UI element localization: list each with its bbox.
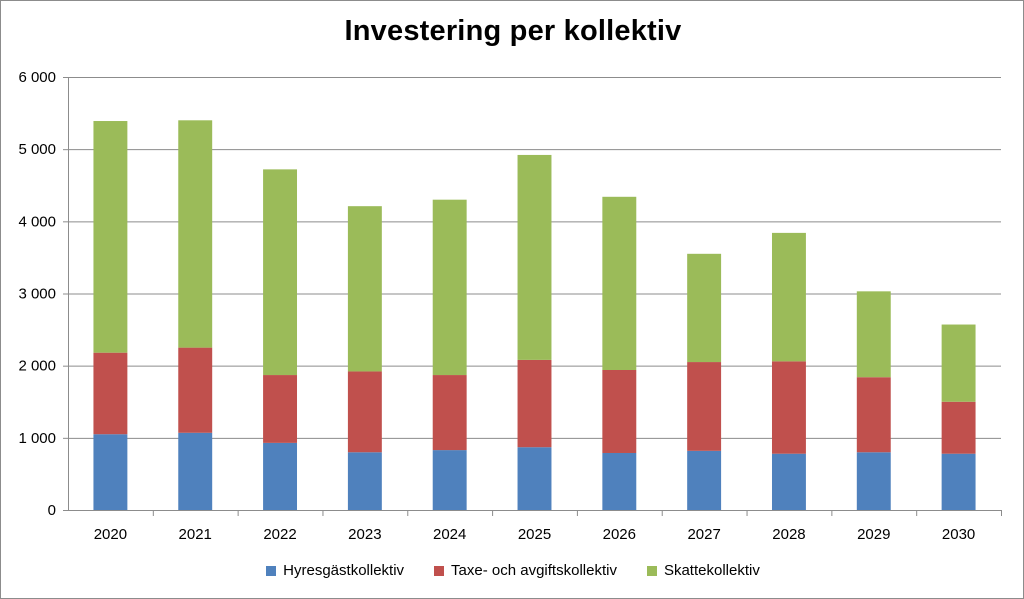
bar-hyresgast-2024 [433, 450, 467, 510]
bar-taxe-avgift-2020 [93, 353, 127, 435]
x-tick-label: 2024 [433, 526, 466, 543]
bar-taxe-avgift-2027 [687, 362, 721, 451]
bar-skatt-2022 [263, 169, 297, 375]
bar-hyresgast-2028 [772, 454, 806, 510]
bar-skatt-2029 [857, 291, 891, 377]
legend-label: Skattekollektiv [664, 562, 760, 579]
bar-hyresgast-2022 [263, 443, 297, 510]
legend-swatch [434, 566, 444, 576]
legend-item: Hyresgästkollektiv [266, 562, 404, 579]
bar-hyresgast-2021 [178, 433, 212, 510]
legend-item: Skattekollektiv [647, 562, 760, 579]
y-tick-label: 1 000 [18, 430, 56, 447]
y-tick-label: 3 000 [18, 286, 56, 303]
bar-taxe-avgift-2028 [772, 361, 806, 453]
bar-skatt-2024 [433, 200, 467, 375]
bar-hyresgast-2020 [93, 434, 127, 510]
legend-label: Hyresgästkollektiv [283, 562, 404, 579]
bar-hyresgast-2030 [942, 454, 976, 510]
legend: Hyresgästkollektiv Taxe- och avgiftskolle… [1, 562, 1024, 579]
bar-taxe-avgift-2025 [518, 360, 552, 447]
x-tick-label: 2029 [857, 526, 890, 543]
bar-hyresgast-2025 [518, 447, 552, 510]
bar-taxe-avgift-2022 [263, 375, 297, 443]
y-tick-label: 5 000 [18, 141, 56, 158]
x-tick-label: 2021 [179, 526, 212, 543]
bar-hyresgast-2029 [857, 452, 891, 510]
bar-skatt-2021 [178, 120, 212, 347]
bar-skatt-2026 [602, 197, 636, 370]
legend-swatch [647, 566, 657, 576]
bar-taxe-avgift-2023 [348, 371, 382, 452]
bar-taxe-avgift-2030 [942, 402, 976, 454]
bar-taxe-avgift-2024 [433, 375, 467, 450]
bar-taxe-avgift-2026 [602, 370, 636, 453]
x-tick-label: 2023 [348, 526, 381, 543]
y-tick-label: 4 000 [18, 213, 56, 230]
legend-swatch [266, 566, 276, 576]
legend-label: Taxe- och avgiftskollektiv [451, 562, 617, 579]
x-tick-label: 2025 [518, 526, 551, 543]
y-tick-label: 0 [48, 502, 56, 519]
bar-skatt-2030 [942, 325, 976, 402]
y-tick-label: 6 000 [18, 69, 56, 86]
bar-skatt-2020 [93, 121, 127, 353]
bar-skatt-2027 [687, 254, 721, 362]
y-tick-labels: 0 1 000 2 000 3 000 4 000 5 000 6 000 [18, 69, 56, 519]
x-tick-label: 2026 [603, 526, 636, 543]
bar-taxe-avgift-2021 [178, 348, 212, 433]
y-tick-label: 2 000 [18, 358, 56, 375]
bar-hyresgast-2026 [602, 453, 636, 510]
x-tick-label: 2028 [772, 526, 805, 543]
bar-skatt-2028 [772, 233, 806, 361]
bars [93, 120, 975, 510]
bar-skatt-2025 [518, 155, 552, 360]
x-tick-labels: 2020 2021 2022 2023 2024 2025 2026 2027 2028 2029… [94, 526, 976, 543]
x-tick-label: 2030 [942, 526, 975, 543]
bar-skatt-2023 [348, 206, 382, 371]
x-tick-label: 2020 [94, 526, 127, 543]
x-tick-label: 2027 [687, 526, 720, 543]
bar-hyresgast-2027 [687, 451, 721, 510]
bar-hyresgast-2023 [348, 452, 382, 510]
x-tick-label: 2022 [263, 526, 296, 543]
legend-item: Taxe- och avgiftskollektiv [434, 562, 617, 579]
bar-taxe-avgift-2029 [857, 377, 891, 452]
